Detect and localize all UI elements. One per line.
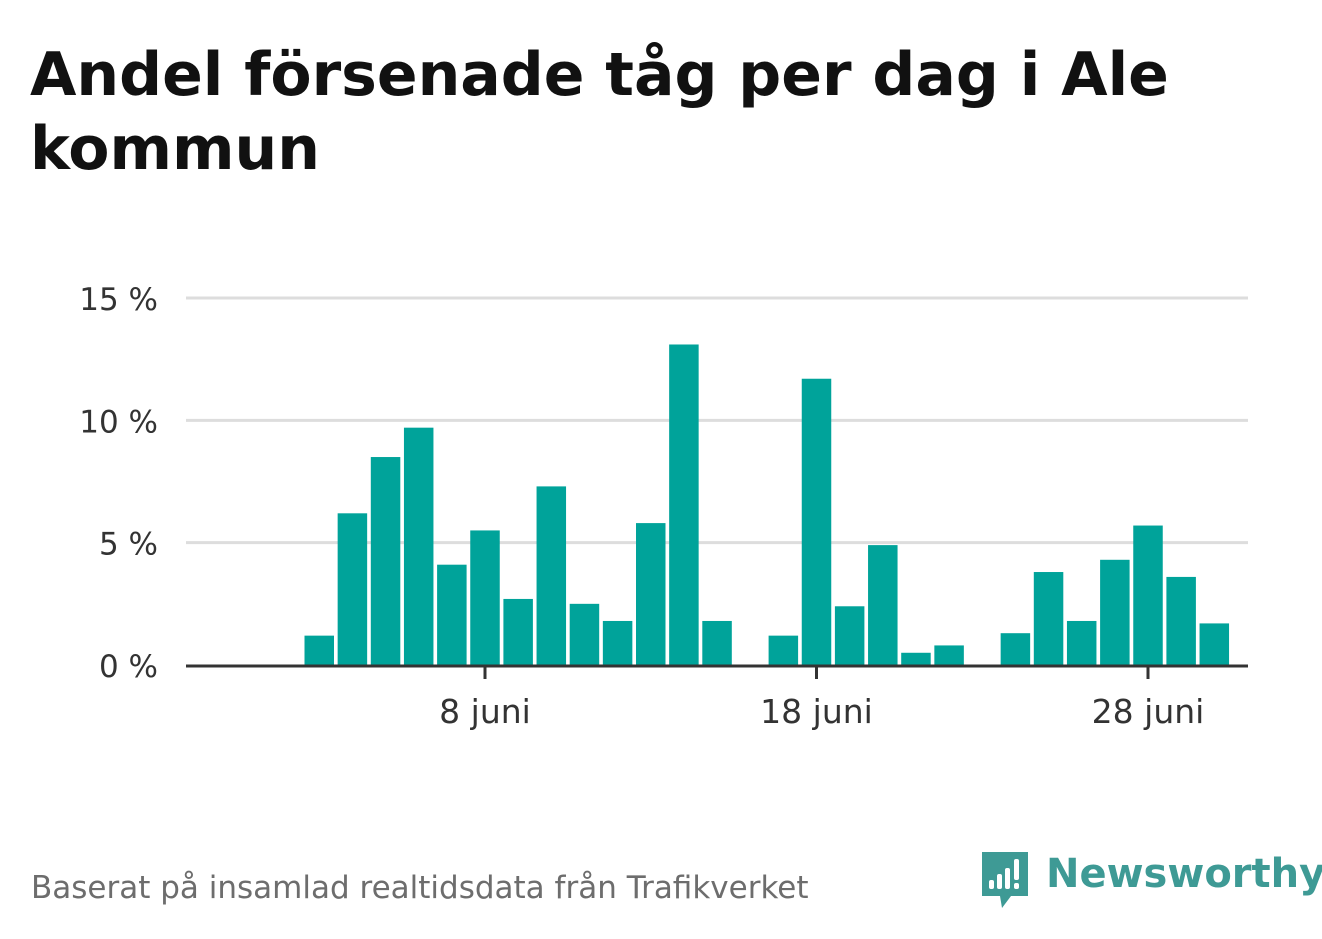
bar — [934, 645, 964, 665]
y-tick-label: 5 % — [99, 527, 158, 563]
bar — [702, 620, 732, 665]
bar — [503, 598, 533, 665]
bar — [569, 603, 600, 665]
y-tick-label: 15 % — [79, 282, 158, 318]
bar — [602, 620, 633, 665]
newsworthy-logo-icon — [982, 852, 1028, 908]
bar — [768, 635, 799, 665]
bar — [669, 344, 699, 665]
bar — [1133, 525, 1163, 665]
bar — [1199, 623, 1230, 665]
bars — [304, 344, 1230, 665]
x-axis-labels: 8 juni 18 juni 28 juni — [439, 692, 1204, 731]
x-tick-label: 28 juni — [1092, 692, 1205, 731]
y-tick-label: 0 % — [99, 649, 158, 685]
bar — [834, 606, 865, 665]
chart-title: Andel försenade tåg per dag i Ale kommun — [30, 40, 1169, 184]
bar — [1066, 620, 1097, 665]
bar — [370, 457, 401, 665]
bar — [1100, 559, 1130, 665]
bar — [403, 427, 434, 665]
brand[interactable]: Newsworthy — [980, 850, 1322, 910]
x-tick-label: 8 juni — [439, 692, 531, 731]
bar — [1033, 572, 1064, 665]
bar — [636, 523, 666, 665]
bar — [868, 545, 898, 665]
bar — [801, 378, 832, 665]
bar — [901, 652, 931, 665]
bar — [1000, 633, 1031, 665]
bar — [304, 635, 334, 665]
bar — [337, 513, 368, 665]
bar — [470, 530, 500, 665]
bar — [1166, 576, 1196, 665]
y-tick-label: 10 % — [79, 404, 158, 440]
y-axis-labels: 0 % 5 % 10 % 15 % — [79, 282, 158, 685]
bar — [536, 486, 567, 665]
source-note: Baserat på insamlad realtidsdata från Tr… — [31, 870, 809, 906]
grid-lines — [186, 296, 1248, 545]
brand-name: Newsworthy — [1046, 851, 1322, 897]
x-axis — [186, 664, 1248, 679]
x-tick-label: 18 juni — [760, 692, 873, 731]
bar — [437, 564, 467, 665]
